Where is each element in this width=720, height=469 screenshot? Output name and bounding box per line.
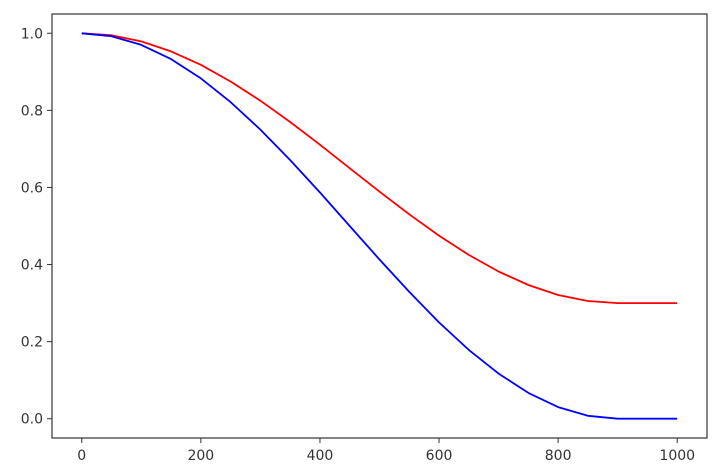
y-tick: 0.2: [21, 335, 52, 351]
y-tick-label: 0.6: [21, 180, 43, 196]
x-tick-label: 400: [307, 448, 334, 464]
y-tick: 0.0: [21, 412, 52, 428]
x-tick: 400: [307, 438, 334, 464]
x-tick: 0: [77, 438, 86, 464]
x-tick-label: 200: [187, 448, 214, 464]
y-tick-label: 0.4: [21, 258, 43, 274]
y-tick-label: 0.8: [21, 103, 43, 119]
series-line-0: [81, 32, 678, 305]
series-line-1: [81, 32, 678, 420]
y-tick-label: 0.2: [21, 335, 43, 351]
y-tick: 0.8: [21, 103, 52, 119]
x-tick-label: 600: [426, 448, 453, 464]
y-tick: 0.4: [21, 258, 52, 274]
x-tick-label: 0: [77, 448, 86, 464]
y-tick: 1.0: [21, 26, 52, 42]
plot-area: [51, 13, 708, 439]
x-tick: 600: [426, 438, 453, 464]
x-tick: 800: [545, 438, 572, 464]
y-tick: 0.6: [21, 180, 52, 196]
x-tick: 1000: [659, 438, 695, 464]
x-tick-label: 800: [545, 448, 572, 464]
x-tick: 200: [187, 438, 214, 464]
y-tick-label: 1.0: [21, 26, 43, 42]
y-tick-label: 0.0: [21, 412, 43, 428]
x-tick-label: 1000: [659, 448, 695, 464]
